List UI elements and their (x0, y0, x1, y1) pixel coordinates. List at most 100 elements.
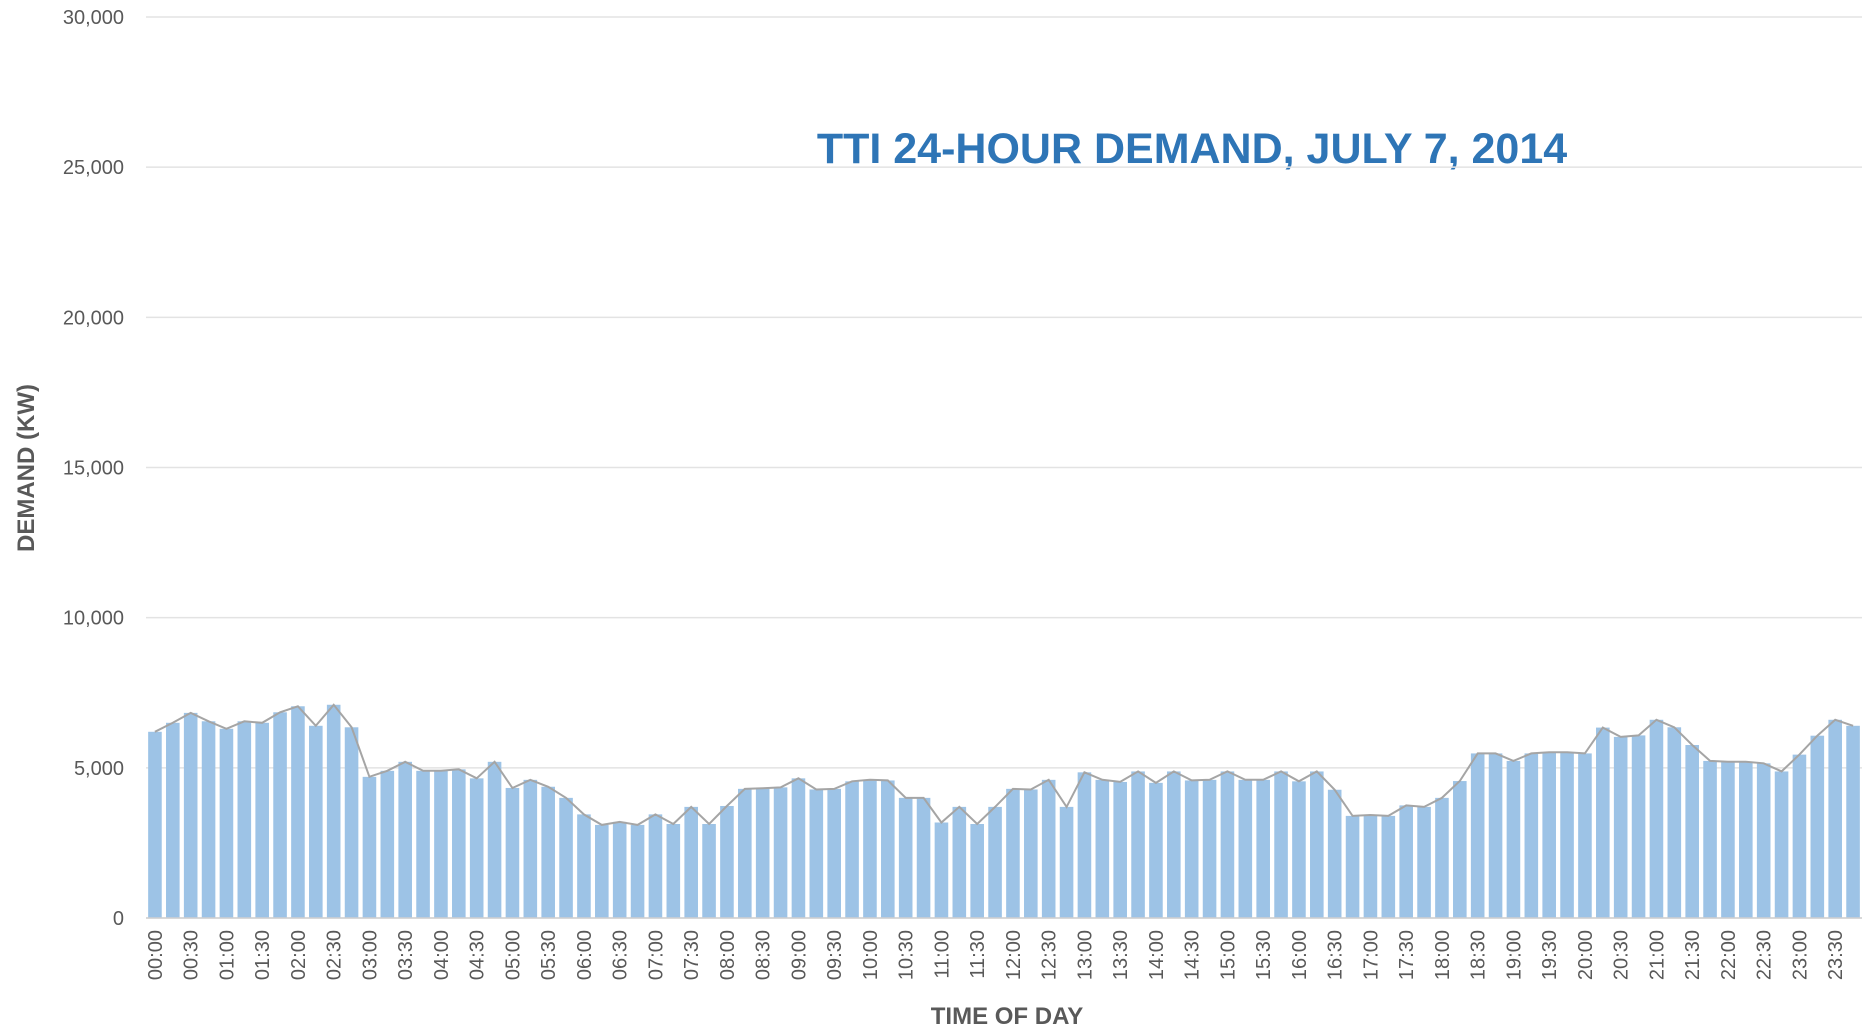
bar (559, 797, 573, 918)
bar (1399, 805, 1413, 918)
x-tick-label: 22:30 (1754, 930, 1776, 980)
bar (845, 781, 859, 918)
bar (934, 822, 949, 918)
bar (1077, 772, 1092, 918)
y-axis-title: DEMAND (KW) (13, 384, 40, 552)
bar (1667, 727, 1682, 918)
bar (773, 787, 788, 918)
bar (1024, 789, 1038, 918)
x-tick-label: 23:30 (1825, 930, 1847, 980)
bar (791, 778, 806, 918)
bar (255, 722, 269, 918)
x-tick-label: 02:30 (324, 930, 346, 980)
x-tick-label: 10:30 (896, 930, 918, 980)
bar (505, 787, 520, 918)
bar (1167, 771, 1181, 918)
bar (1095, 779, 1110, 918)
x-tick-label: 18:30 (1468, 930, 1490, 980)
bar (1756, 763, 1771, 918)
bar (1006, 788, 1020, 918)
x-tick-label: 06:30 (610, 930, 632, 980)
bar (1631, 735, 1646, 918)
bar (1524, 753, 1539, 918)
bar (434, 770, 448, 918)
bar (1846, 725, 1860, 918)
outline-line (154, 703, 1854, 826)
x-tick-label: 23:00 (1789, 930, 1811, 980)
x-tick-label: 19:30 (1539, 930, 1561, 980)
x-tick-label: 14:00 (1146, 930, 1168, 980)
bar (577, 814, 591, 918)
bar (702, 823, 716, 918)
bar (1184, 780, 1199, 918)
bar (1774, 771, 1789, 918)
y-tick-label: 10,000 (63, 608, 124, 630)
bar (1685, 745, 1699, 918)
bar (827, 788, 841, 918)
bar (1560, 752, 1574, 918)
x-tick-label: 17:00 (1360, 930, 1382, 980)
x-tick-label: 20:30 (1611, 930, 1633, 980)
bar (541, 786, 555, 918)
y-tick-label: 5,000 (74, 758, 124, 780)
bar (1131, 771, 1145, 918)
bar (1345, 815, 1360, 918)
x-tick-label: 05:30 (538, 930, 560, 980)
bar (684, 806, 698, 918)
bar (898, 797, 913, 918)
bar (595, 824, 609, 918)
x-tick-label: 21:30 (1682, 930, 1704, 980)
bar (1596, 727, 1610, 918)
bar (881, 780, 895, 918)
bar (326, 704, 341, 918)
x-tick-label: 00:30 (181, 930, 203, 980)
x-tick-label: 11:00 (931, 930, 953, 979)
bar (148, 731, 162, 918)
bar (809, 789, 824, 918)
x-tick-label: 09:00 (788, 930, 810, 980)
bar (1792, 754, 1807, 918)
bar (612, 821, 627, 918)
x-tick-label: 07:30 (681, 930, 703, 980)
bar (166, 722, 180, 918)
bar (1238, 779, 1253, 918)
x-tick-label: 22:00 (1718, 930, 1740, 980)
bar (1256, 779, 1270, 918)
bar (219, 728, 234, 918)
bar (648, 814, 663, 918)
x-tick-label: 16:30 (1325, 930, 1347, 980)
x-tick-label: 04:00 (431, 930, 453, 980)
bar (1810, 735, 1825, 918)
x-tick-label: 21:00 (1646, 930, 1668, 980)
x-tick-label: 13:30 (1110, 930, 1132, 980)
x-axis-title: TIME OF DAY (931, 1003, 1083, 1030)
x-tick-label: 12:30 (1039, 930, 1061, 980)
y-tick-label: 20,000 (63, 307, 124, 329)
bar (1721, 761, 1735, 918)
x-tick-label: 02:00 (288, 930, 310, 980)
bar (273, 712, 287, 918)
x-tick-label: 01:00 (216, 930, 238, 980)
chart-title: TTI 24-HOUR DEMAND, JULY 7, 2014 (817, 125, 1567, 173)
x-tick-label: 16:00 (1289, 930, 1311, 980)
bar (1506, 760, 1521, 918)
bar (183, 712, 198, 918)
bar (988, 806, 1002, 918)
bar (1310, 771, 1324, 918)
bar (1327, 789, 1342, 918)
bar (1149, 782, 1163, 918)
bar (201, 721, 216, 918)
x-tick-label: 10:00 (860, 930, 882, 980)
bar (1613, 736, 1628, 918)
x-tick-label: 11:30 (967, 930, 989, 979)
x-tick-label: 06:00 (574, 930, 596, 980)
x-tick-label: 07:00 (645, 930, 667, 980)
x-tick-label: 14:30 (1182, 930, 1204, 980)
bar (720, 805, 734, 918)
x-tick-label: 08:00 (717, 930, 739, 980)
bar (952, 806, 967, 918)
bar (1417, 806, 1431, 918)
bar (1041, 779, 1056, 918)
bar (863, 779, 877, 918)
